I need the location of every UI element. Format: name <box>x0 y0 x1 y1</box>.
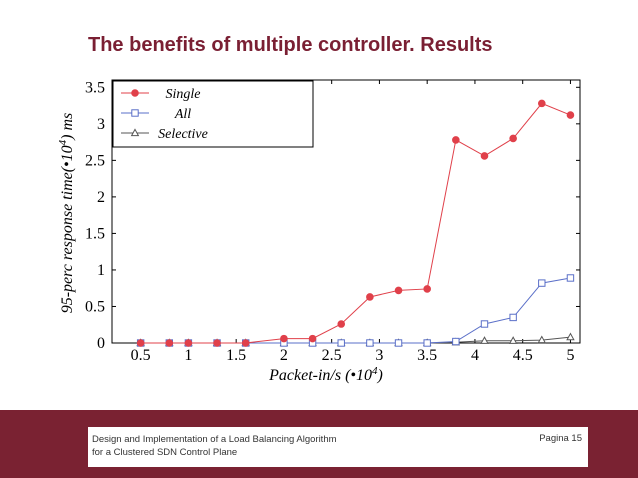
data-point-single <box>308 334 317 343</box>
legend-marker-single <box>131 89 139 97</box>
slide-title: The benefits of multiple controller. Res… <box>88 34 493 56</box>
data-point-all <box>394 339 403 347</box>
data-point-single <box>280 334 288 343</box>
data-point-single <box>184 339 193 347</box>
y-tick-label: 1 <box>97 262 105 279</box>
legend-label-all: All <box>174 107 191 122</box>
data-point-single <box>241 339 250 347</box>
data-point-single <box>394 286 403 295</box>
data-point-all <box>566 274 575 282</box>
legend-label-selective: Selective <box>158 127 208 142</box>
data-point-selective <box>480 336 489 344</box>
x-tick-label: 5 <box>566 347 574 364</box>
x-tick-label: 3.5 <box>417 347 437 364</box>
series-line-selective <box>140 336 571 344</box>
y-tick-label: 3 <box>97 116 105 133</box>
footer-line-2: for a Clustered SDN Control Plane <box>92 447 238 458</box>
chart: 0.5 1 1.5 2 2.5 3 3.5 4 4.5 5 0 0.5 1 1.5 2 2.5 3 3.5 Pack… <box>57 79 581 384</box>
data-point-all <box>509 313 517 322</box>
data-point-single <box>452 136 460 144</box>
y-tick-label: 1.5 <box>85 225 105 242</box>
data-point-selective <box>508 336 518 344</box>
y-tick-label: 0 <box>97 335 105 352</box>
data-point-single <box>136 339 145 347</box>
page-number: Pagina 15 <box>539 433 582 444</box>
footer-strip: Design and Implementation of a Load Bala… <box>88 427 588 467</box>
data-point-selective <box>566 332 575 341</box>
data-point-single <box>165 339 174 347</box>
y-tick-label: 3.5 <box>85 79 105 96</box>
y-axis-label: 95-perc response time(•104) ms <box>57 113 76 314</box>
x-tick-label: 4.5 <box>513 347 533 364</box>
legend-label-single: Single <box>166 87 201 102</box>
x-tick-label: 3 <box>375 347 383 364</box>
data-point-single <box>537 99 546 108</box>
x-tick-label: 0.5 <box>131 347 151 364</box>
data-point-single <box>337 320 346 328</box>
data-point-single <box>213 339 221 347</box>
y-tick-label: 2 <box>97 189 105 206</box>
data-point-single <box>480 152 489 160</box>
data-point-single <box>566 111 575 119</box>
y-tick-label: 2.5 <box>85 152 105 169</box>
data-point-selective <box>537 335 547 344</box>
x-tick-label: 2.5 <box>322 347 342 364</box>
data-point-single <box>509 134 517 143</box>
data-point-single <box>423 285 431 293</box>
series-line-single <box>140 102 571 344</box>
data-point-all <box>337 339 345 347</box>
data-point-all <box>423 339 431 347</box>
x-tick-label: 1 <box>184 347 192 364</box>
data-point-all <box>538 279 546 287</box>
y-tick-label: 0.5 <box>85 298 105 315</box>
legend-box <box>112 80 314 148</box>
x-tick-label: 1.5 <box>226 347 246 364</box>
x-axis-label: Packet-in/s (•104) <box>268 365 383 384</box>
legend-marker-selective <box>130 128 140 137</box>
footer-text: Design and Implementation of a Load Bala… <box>92 433 337 459</box>
data-point-single <box>366 293 374 301</box>
x-tick-label: 2 <box>280 347 288 364</box>
x-tick-label: 4 <box>471 347 479 364</box>
data-point-all <box>452 337 460 346</box>
footer-line-1: Design and Implementation of a Load Bala… <box>92 434 337 445</box>
data-point-all <box>366 339 374 347</box>
data-point-all <box>480 320 489 328</box>
legend-marker-all <box>131 109 139 117</box>
chart-root: 0.5 1 1.5 2 2.5 3 3.5 4 4.5 5 0 0.5 1 1.5 2 2.5 3 3.5 Pack… <box>57 79 581 384</box>
